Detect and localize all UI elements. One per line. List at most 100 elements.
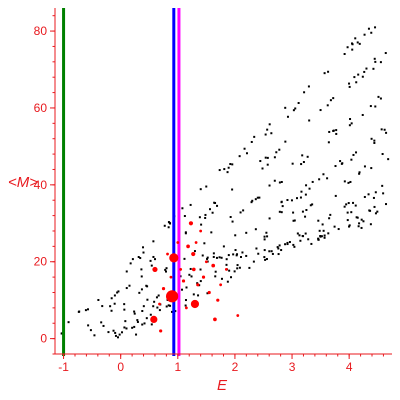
data-point — [271, 252, 274, 255]
data-point — [185, 286, 188, 289]
data-point — [110, 297, 113, 300]
data-point — [112, 329, 115, 332]
data-point — [236, 253, 239, 256]
data-point — [361, 113, 364, 116]
highlight-point — [196, 283, 200, 287]
y-tick-label: 20 — [34, 255, 48, 269]
data-point — [143, 322, 146, 325]
data-point — [142, 251, 145, 254]
data-point — [367, 27, 370, 30]
data-point — [292, 243, 295, 246]
data-point — [306, 155, 309, 158]
y-tick-label: 60 — [34, 101, 48, 115]
highlight-point — [204, 260, 208, 264]
data-point — [203, 242, 206, 245]
data-point — [136, 320, 139, 323]
data-point — [199, 268, 202, 271]
data-point — [157, 294, 160, 297]
data-point — [242, 209, 245, 212]
data-point — [153, 300, 156, 303]
data-point — [358, 222, 361, 225]
data-point — [121, 331, 124, 334]
highlight-point — [191, 267, 196, 272]
data-point — [199, 280, 202, 283]
data-point — [259, 160, 262, 163]
data-point — [146, 298, 149, 301]
data-point — [254, 198, 257, 201]
data-point — [118, 333, 121, 336]
data-point — [381, 184, 384, 187]
data-point — [335, 129, 338, 132]
data-point — [358, 172, 361, 175]
data-point — [278, 148, 281, 151]
data-point — [135, 333, 138, 336]
data-point — [238, 155, 241, 158]
highlight-point — [188, 221, 194, 226]
data-point — [264, 133, 267, 136]
data-point — [384, 52, 387, 55]
data-point — [295, 197, 298, 200]
data-point — [100, 321, 103, 324]
data-point — [365, 67, 368, 70]
data-point — [278, 181, 281, 184]
data-point — [352, 153, 355, 156]
data-point — [372, 67, 375, 70]
data-point — [263, 256, 266, 259]
data-point — [301, 210, 304, 213]
data-point — [214, 270, 217, 273]
data-point — [142, 305, 145, 308]
data-point — [208, 208, 211, 211]
data-point — [273, 179, 276, 182]
data-point — [373, 205, 376, 208]
highlight-point — [152, 266, 158, 273]
y-tick-label: 80 — [34, 24, 48, 38]
data-point — [322, 229, 325, 232]
data-point — [169, 304, 172, 307]
data-point — [257, 252, 260, 255]
data-point — [211, 211, 214, 214]
data-point — [355, 81, 358, 84]
data-point — [297, 102, 300, 105]
data-point — [374, 191, 377, 194]
data-point — [138, 291, 141, 294]
data-point — [268, 123, 271, 126]
data-point — [234, 249, 237, 252]
data-point — [369, 105, 372, 108]
data-point — [299, 239, 302, 242]
data-point — [327, 70, 330, 73]
data-point — [251, 199, 254, 202]
data-point — [286, 115, 289, 118]
data-point — [370, 137, 373, 140]
highlight-point — [190, 299, 200, 309]
data-point — [339, 160, 342, 163]
data-point — [311, 203, 314, 206]
data-point — [343, 53, 346, 56]
data-point — [370, 31, 373, 34]
data-point — [270, 250, 273, 253]
data-point — [385, 203, 388, 206]
x-tick-label: 4 — [346, 360, 353, 374]
data-point — [129, 262, 132, 265]
data-point — [372, 196, 375, 199]
data-point — [266, 156, 269, 159]
data-point — [226, 280, 229, 283]
data-point — [304, 232, 307, 235]
data-point — [335, 132, 338, 135]
data-point — [206, 256, 209, 259]
data-point — [347, 181, 350, 184]
data-point — [293, 219, 296, 222]
data-point — [319, 109, 322, 112]
data-point — [317, 237, 320, 240]
vertical-lines — [62, 8, 181, 356]
data-point — [222, 245, 225, 248]
data-point — [292, 109, 295, 112]
data-point — [334, 165, 337, 168]
data-point — [235, 254, 238, 257]
data-point — [165, 267, 168, 270]
data-point — [164, 268, 167, 271]
data-point — [238, 266, 241, 269]
data-point — [86, 308, 89, 311]
x-tick-label: 2 — [232, 360, 239, 374]
data-point — [373, 141, 376, 144]
data-point — [290, 199, 293, 202]
